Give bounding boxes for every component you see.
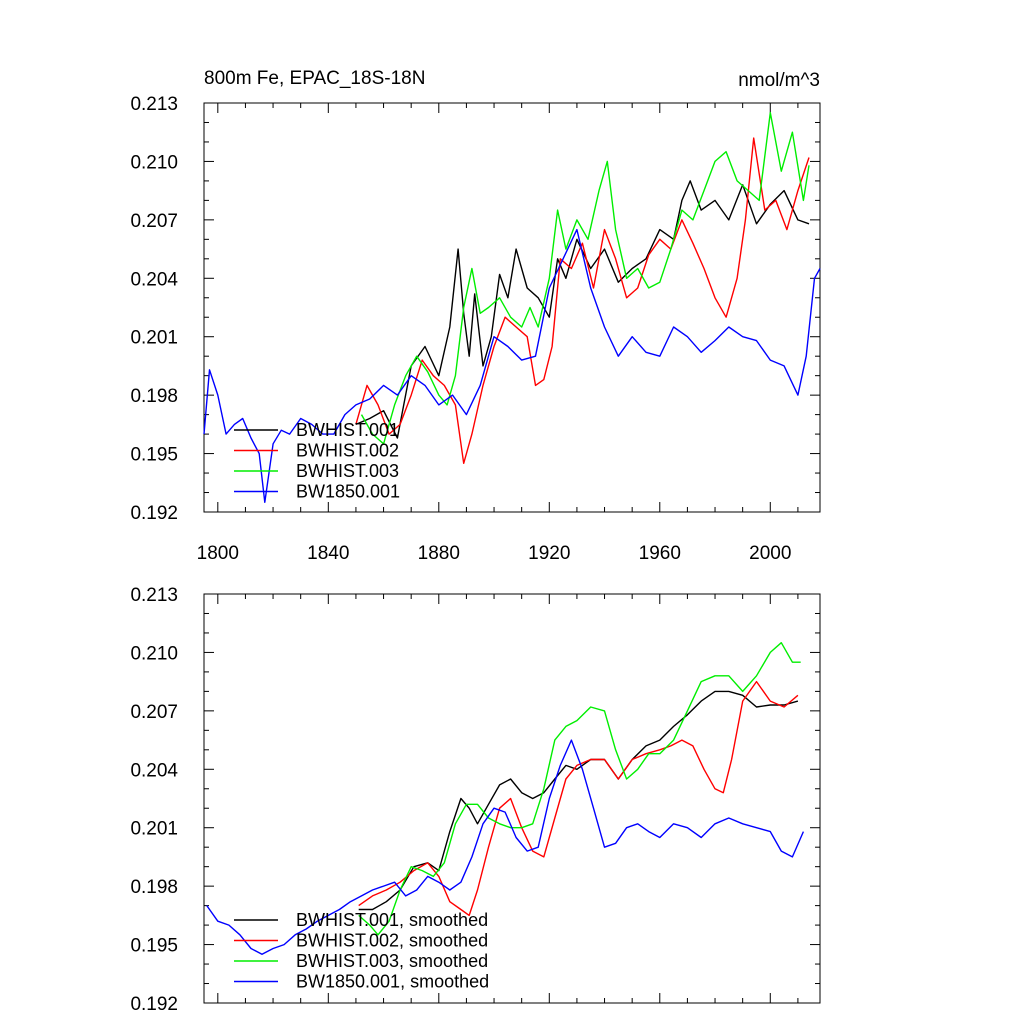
legend-label: BW1850.001: [296, 482, 400, 502]
y-tick-label: 0.195: [130, 936, 178, 957]
series-line: [355, 180, 810, 439]
y-tick-label: 0.213: [130, 585, 178, 606]
x-tick-label: 2000: [749, 543, 791, 564]
x-tick-label: 1880: [418, 543, 460, 564]
y-tick-label: 0.198: [130, 386, 178, 407]
units-label: nmol/m^3: [738, 70, 820, 91]
legend-label: BWHIST.002, smoothed: [296, 931, 488, 951]
legend-label: BWHIST.003, smoothed: [296, 951, 488, 971]
panel-top: 0.192 0.195 0.198 0.201 0.204 0.207 0.210 0.213…: [130, 94, 821, 564]
x-tick-label: 1840: [307, 543, 349, 564]
plot-frame: [203, 593, 821, 1004]
plot-frame: [203, 102, 821, 513]
legend-label: BWHIST.003: [296, 461, 399, 481]
legend-label: BWHIST.001: [296, 420, 399, 440]
y-tick-label: 0.195: [130, 445, 178, 466]
y-tick-label: 0.210: [130, 643, 178, 664]
x-tick-label: 1960: [639, 543, 681, 564]
y-tick-label: 0.207: [130, 211, 178, 232]
y-tick-label: 0.192: [130, 994, 178, 1015]
series-line: [360, 111, 810, 445]
y-tick-label: 0.201: [130, 328, 178, 349]
series-line: [358, 642, 801, 936]
panel-bottom: 0.192 0.195 0.198 0.201 0.204 0.207 0.210 0.213…: [130, 585, 821, 1015]
legend-label: BWHIST.002: [296, 441, 399, 461]
x-tick-label: 1800: [197, 543, 239, 564]
legend-label: BW1850.001, smoothed: [296, 972, 489, 992]
y-tick-label: 0.201: [130, 819, 178, 840]
legend-label: BWHIST.001, smoothed: [296, 910, 488, 930]
x-tick-label: 1920: [528, 543, 570, 564]
y-tick-label: 0.204: [130, 760, 178, 781]
y-tick-label: 0.213: [130, 94, 178, 115]
y-tick-label: 0.192: [130, 503, 178, 524]
chart-title: 800m Fe, EPAC_18S-18N: [204, 68, 425, 89]
series-line: [355, 137, 810, 464]
y-tick-label: 0.207: [130, 702, 178, 723]
series-line: [203, 228, 821, 503]
y-tick-label: 0.204: [130, 269, 178, 290]
y-tick-label: 0.198: [130, 877, 178, 898]
series-line: [206, 739, 805, 955]
y-tick-label: 0.210: [130, 152, 178, 173]
series-line: [358, 680, 799, 917]
series-line: [358, 690, 799, 911]
